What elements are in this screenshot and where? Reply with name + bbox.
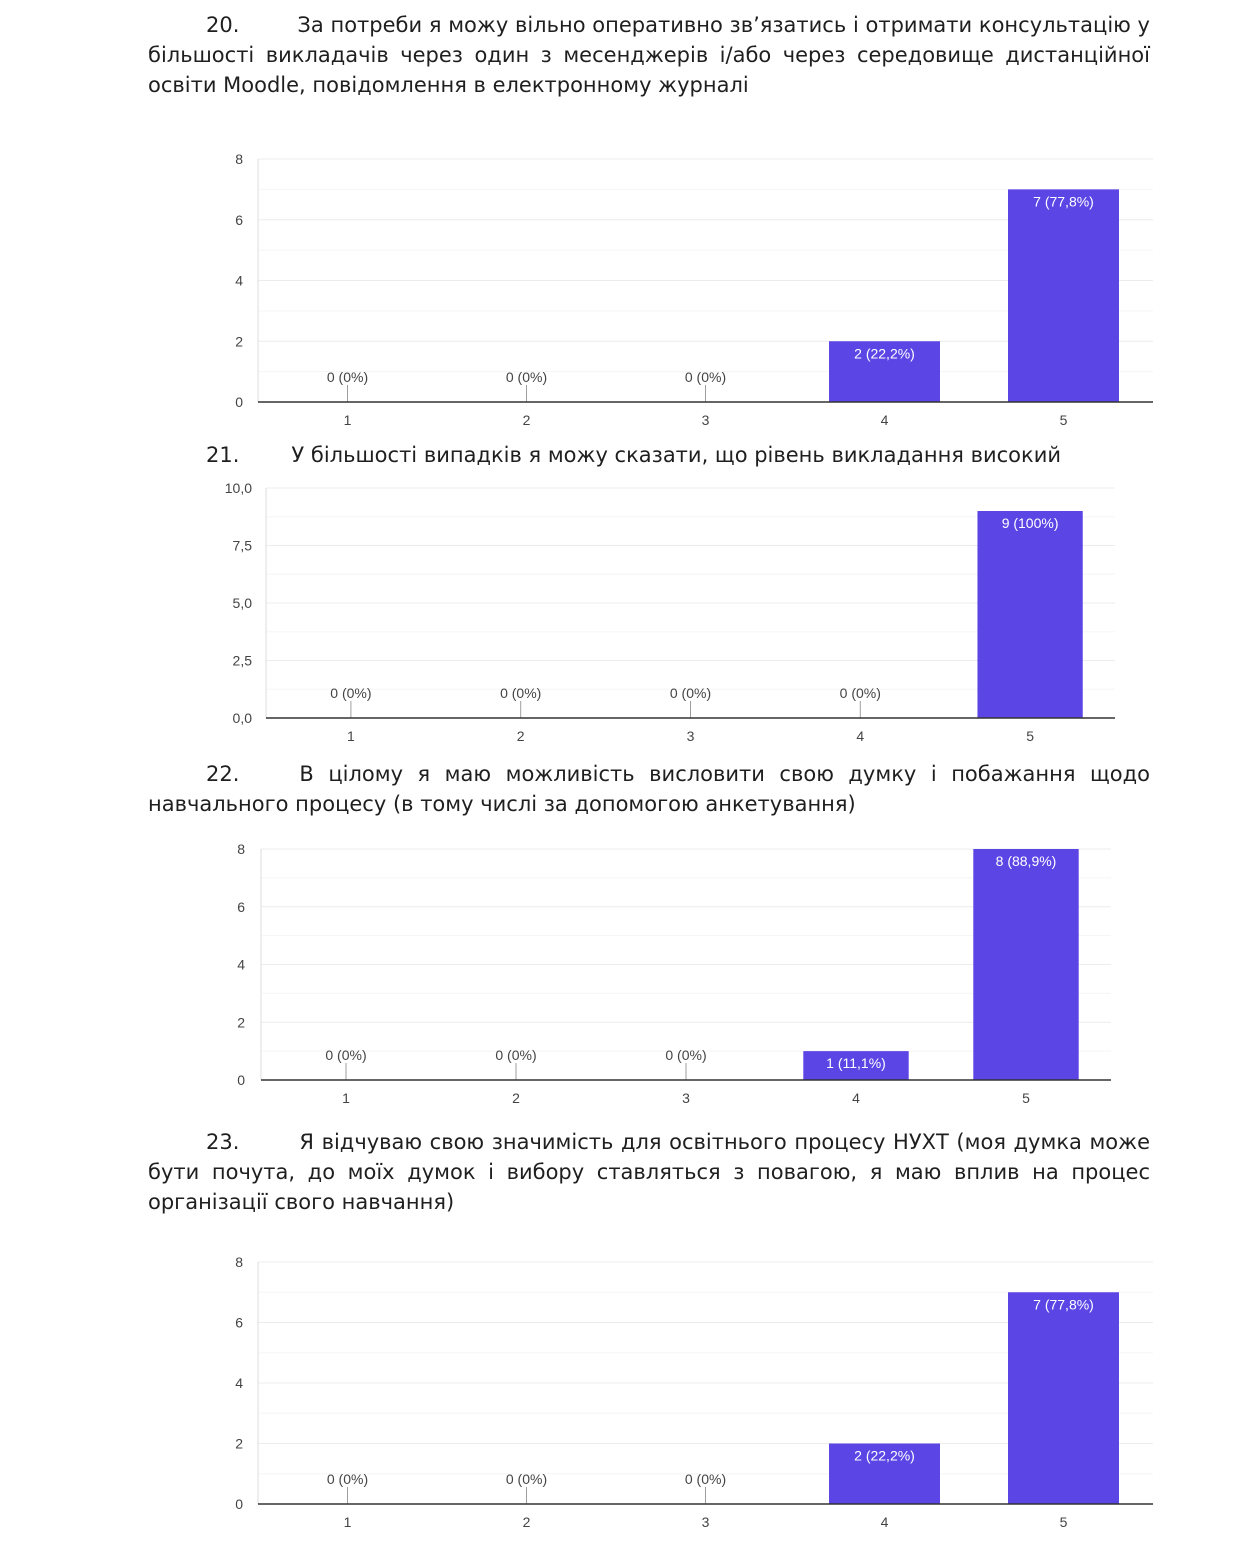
data-label: 8 (88,9%) [996,853,1057,869]
question-21: 21. У більшості випадків я можу сказати, … [148,440,1150,470]
x-tick-label: 2 [512,1090,520,1106]
question-number: 21. [206,443,240,467]
bar [803,1051,909,1080]
question-text: Я відчуваю свою значимість для освітньог… [148,1130,1150,1214]
x-tick-label: 1 [347,728,355,744]
question-number: 22. [206,762,240,786]
data-label: 2 (22,2%) [854,345,915,361]
x-tick-label: 1 [344,412,352,428]
bar [977,511,1083,718]
y-tick-label: 2 [235,1436,243,1452]
bar [1008,1292,1119,1504]
question-text: У більшості випадків я можу сказати, що … [291,443,1062,467]
x-tick-label: 2 [523,412,531,428]
y-tick-label: 0 [235,1496,243,1512]
y-tick-label: 0 [237,1072,245,1088]
y-tick-label: 2 [235,333,243,349]
data-label: 2 (22,2%) [854,1448,915,1464]
x-tick-label: 5 [1060,412,1068,428]
y-tick-label: 6 [235,212,243,228]
question-text: За потреби я можу вільно оперативно зв’я… [148,13,1150,97]
y-tick-label: 5,0 [233,595,253,611]
x-tick-label: 4 [881,412,889,428]
x-tick-label: 3 [682,1090,690,1106]
data-label: 0 (0%) [840,685,881,701]
data-label: 0 (0%) [670,685,711,701]
x-tick-label: 2 [517,728,525,744]
y-tick-label: 6 [237,899,245,915]
data-label: 0 (0%) [506,1471,547,1487]
y-tick-label: 2 [237,1014,245,1030]
question-22: 22. В цілому я маю можливість висловити с… [148,759,1150,819]
data-label: 0 (0%) [500,685,541,701]
chart-q23: 0 2 4 6 8 0 (0%) 1 0 (0%) 2 0 (0%) 3 2 (22,2%) 4 7 (7… [235,1254,1153,1530]
data-label: 0 (0%) [685,369,726,385]
y-tick-label: 8 [235,1254,243,1270]
x-tick-label: 1 [344,1514,352,1530]
y-tick-label: 7,5 [233,538,253,554]
x-tick-label: 2 [523,1514,531,1530]
chart-q20: 0 2 4 6 8 0 (0%) 1 0 (0%) 2 0 (0%) 3 2 (22,2%) 4 7 (7… [235,151,1153,428]
x-tick-label: 4 [881,1514,889,1530]
data-label: 0 (0%) [325,1047,366,1063]
x-tick-label: 3 [687,728,695,744]
question-23: 23. Я відчуваю свою значимість для освітн… [148,1127,1150,1217]
question-text: В цілому я маю можливість висловити свою… [148,762,1150,816]
data-label: 0 (0%) [327,369,368,385]
data-label: 0 (0%) [330,685,371,701]
bar [829,341,940,402]
x-tick-label: 5 [1022,1090,1030,1106]
y-tick-label: 4 [235,1375,243,1391]
y-tick-label: 4 [235,273,243,289]
bar [1008,189,1119,402]
y-tick-label: 8 [237,841,245,857]
y-tick-label: 0 [235,394,243,410]
data-label: 0 (0%) [495,1047,536,1063]
y-tick-label: 10,0 [225,480,252,496]
chart-q22: 0 2 4 6 8 0 (0%) 1 0 (0%) 2 0 (0%) 3 1 (11,1%) 4 8 (8… [237,841,1111,1106]
x-tick-label: 3 [702,412,710,428]
x-tick-label: 4 [856,728,864,744]
y-tick-label: 2,5 [233,653,253,669]
bar [973,849,1079,1080]
data-label: 0 (0%) [665,1047,706,1063]
data-label: 0 (0%) [506,369,547,385]
chart-q21: 0,0 2,5 5,0 7,5 10,0 0 (0%) 1 0 (0%) 2 0 (0%) 3 0 (… [225,480,1115,744]
question-number: 20. [206,13,240,37]
y-tick-label: 0,0 [233,710,253,726]
bar [829,1443,940,1504]
x-tick-label: 3 [702,1514,710,1530]
data-label: 7 (77,8%) [1033,193,1094,209]
x-tick-label: 1 [342,1090,350,1106]
x-tick-label: 5 [1060,1514,1068,1530]
y-tick-label: 8 [235,151,243,167]
x-tick-label: 4 [852,1090,860,1106]
data-label: 0 (0%) [327,1471,368,1487]
y-tick-label: 4 [237,957,245,973]
data-label: 9 (100%) [1002,515,1059,531]
data-label: 7 (77,8%) [1033,1296,1094,1312]
x-tick-label: 5 [1026,728,1034,744]
question-20: 20. За потреби я можу вільно оперативно з… [148,10,1150,100]
data-label: 1 (11,1%) [826,1055,886,1071]
y-tick-label: 6 [235,1315,243,1331]
data-label: 0 (0%) [685,1471,726,1487]
question-number: 23. [206,1130,240,1154]
